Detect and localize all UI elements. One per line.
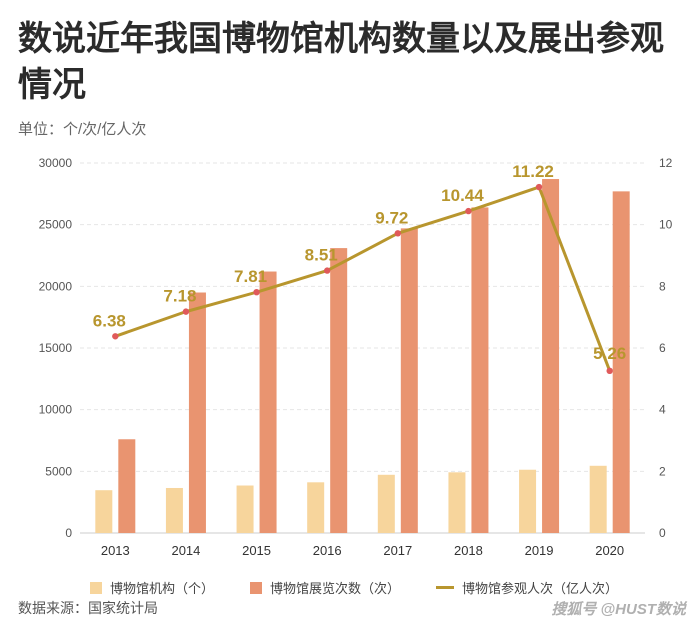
y-right-tick-label: 6 xyxy=(659,341,666,355)
data-label-visits: 5.26 xyxy=(593,344,626,363)
data-label-visits: 6.38 xyxy=(93,311,126,330)
y-left-tick-label: 15000 xyxy=(39,341,73,355)
legend-label-museums: 博物馆机构（个） xyxy=(110,581,215,596)
x-tick-label: 2013 xyxy=(101,543,130,558)
legend-label-visits: 博物馆参观人次（亿人次） xyxy=(462,581,619,596)
data-label-visits: 7.18 xyxy=(163,287,196,306)
source-note: 数据来源：国家统计局 xyxy=(18,600,158,616)
point-visits xyxy=(606,367,613,375)
y-left-tick-label: 0 xyxy=(65,526,72,540)
y-left-tick-label: 20000 xyxy=(39,279,73,293)
point-visits xyxy=(323,267,331,274)
legend-item-visits: 博物馆参观人次（亿人次） xyxy=(436,578,618,597)
line-visits xyxy=(114,185,612,372)
x-tick-label: 2018 xyxy=(454,543,483,558)
chart-title: 数说近年我国博物馆机构数量以及展出参观情况 xyxy=(18,20,664,104)
point-visits xyxy=(394,230,402,237)
y-left-tick-label: 10000 xyxy=(39,403,73,417)
x-tick-label: 2019 xyxy=(525,543,554,558)
unit-label: 单位：个/次/亿人次 xyxy=(18,121,147,138)
watermark: 搜狐号 @HUST数说 xyxy=(551,601,686,618)
chart-area: 0 5000 10000 15000 20000 25000 30000 0 2 4 6 8 10 12 2… xyxy=(39,156,673,558)
y-left-tick-label: 5000 xyxy=(45,464,72,478)
x-tick-label: 2020 xyxy=(595,543,624,558)
y-left-tick-label: 30000 xyxy=(39,156,73,170)
data-label-visits: 8.51 xyxy=(305,246,338,265)
bar-museums xyxy=(448,472,466,533)
bar-museums xyxy=(165,487,183,533)
y-right-tick-label: 10 xyxy=(659,218,673,232)
y-right-tick-label: 12 xyxy=(659,156,673,170)
bar-museums xyxy=(589,465,607,533)
point-visits xyxy=(465,207,472,215)
bar-exhibitions xyxy=(330,248,348,533)
bar-exhibitions xyxy=(118,439,136,533)
legend-label-exhibitions: 博物馆展览次数（次） xyxy=(270,581,401,596)
data-label-visits: 9.72 xyxy=(375,208,408,227)
x-tick-label: 2017 xyxy=(383,543,412,558)
data-label-visits: 7.81 xyxy=(234,267,267,286)
bar-exhibitions xyxy=(612,191,630,533)
point-visits xyxy=(253,288,260,296)
bar-exhibitions xyxy=(259,271,277,533)
bar-museums xyxy=(307,482,325,533)
legend-swatch-museums xyxy=(90,581,102,594)
legend-item-exhibitions: 博物馆展览次数（次） xyxy=(250,578,400,597)
legend-swatch-visits xyxy=(436,586,455,589)
legend-swatch-exhibitions xyxy=(250,581,263,594)
bar-museums xyxy=(377,474,395,533)
y-right-tick-label: 0 xyxy=(659,526,666,540)
legend-item-museums: 博物馆机构（个） xyxy=(90,578,214,597)
x-tick-label: 2014 xyxy=(171,543,200,558)
point-visits xyxy=(535,183,543,191)
point-visits xyxy=(182,308,190,315)
bar-museums xyxy=(236,485,254,533)
data-label-visits: 11.22 xyxy=(512,162,554,181)
bar-exhibitions xyxy=(542,179,560,534)
bar-exhibitions xyxy=(188,292,206,533)
bar-exhibitions xyxy=(400,228,418,533)
y-left-tick-label: 25000 xyxy=(39,218,73,232)
y-right-tick-label: 8 xyxy=(659,279,666,293)
x-tick-label: 2015 xyxy=(242,543,271,558)
point-visits xyxy=(112,333,119,340)
legend: 博物馆机构（个） 博物馆展览次数（次） 博物馆参观人次（亿人次） xyxy=(90,578,618,597)
y-right-tick-label: 2 xyxy=(659,464,666,478)
x-tick-label: 2016 xyxy=(313,543,342,558)
bar-museums xyxy=(95,490,113,533)
bar-museums xyxy=(519,469,537,533)
y-right-tick-label: 4 xyxy=(659,403,666,417)
bar-exhibitions xyxy=(471,207,489,533)
data-label-visits: 10.44 xyxy=(441,186,484,205)
